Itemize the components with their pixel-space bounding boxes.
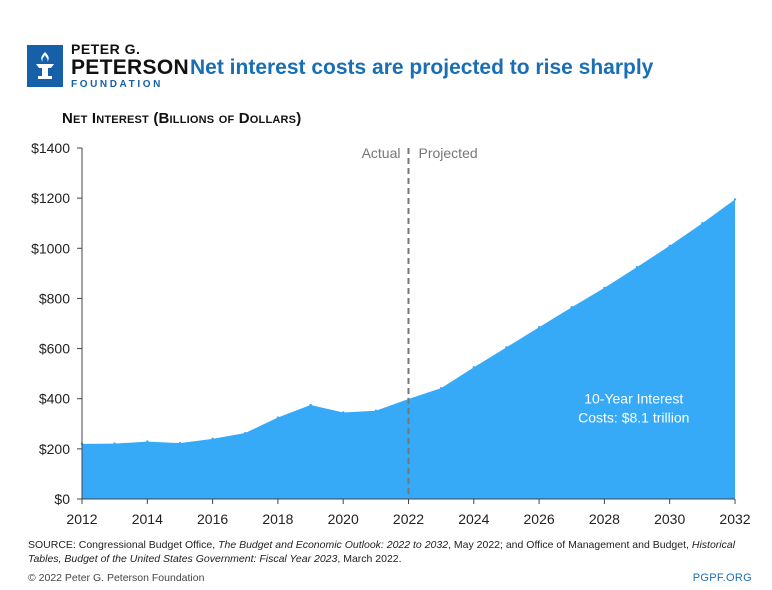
x-tick-label: 2026 xyxy=(524,511,555,527)
projected-label: Projected xyxy=(419,145,478,161)
x-tick-label: 2014 xyxy=(132,511,163,527)
x-tick-label: 2030 xyxy=(654,511,685,527)
y-tick-label: $400 xyxy=(39,391,70,407)
source-suffix: , March 2022. xyxy=(337,553,402,565)
data-point-2018 xyxy=(276,416,280,419)
source-note: SOURCE: Congressional Budget Office, The… xyxy=(28,538,738,566)
x-tick-label: 2016 xyxy=(197,511,228,527)
data-point-2014 xyxy=(146,440,149,443)
source-middle: , May 2022; and Office of Management and… xyxy=(448,539,692,551)
y-tick-label: $1000 xyxy=(31,240,70,256)
data-point-2031 xyxy=(701,222,704,225)
data-point-2016 xyxy=(211,437,214,441)
data-point-2013 xyxy=(113,442,116,445)
y-tick-label: $1400 xyxy=(31,140,70,156)
x-tick-label: 2028 xyxy=(589,511,620,527)
annotation-line-1: 10-Year Interest xyxy=(584,391,683,407)
copyright: © 2022 Peter G. Peterson Foundation xyxy=(28,572,205,584)
y-tick-label: $600 xyxy=(39,341,70,357)
x-tick-label: 2020 xyxy=(328,511,359,527)
data-point-2024 xyxy=(472,366,475,369)
data-point-2029 xyxy=(635,265,639,269)
brand-line-1: PETER G. xyxy=(71,41,141,57)
source-title-2: Historical Tables, Budget of the United … xyxy=(28,539,736,565)
x-tick-label: 2024 xyxy=(458,511,489,527)
data-point-2025 xyxy=(505,346,508,349)
data-point-2032 xyxy=(733,198,737,201)
brand-line-2: PETERSON xyxy=(71,56,189,79)
source-title-1: The Budget and Economic Outlook: 2022 to… xyxy=(218,539,449,551)
source-prefix: SOURCE: Congressional Budget Office, xyxy=(28,539,219,551)
brand-line-3: FOUNDATION xyxy=(71,79,163,90)
data-point-2027 xyxy=(570,306,573,309)
annotation-line-2: Costs: $8.1 trillion xyxy=(578,410,689,426)
site-link[interactable]: PGPF.ORG xyxy=(692,572,752,584)
x-tick-label: 2032 xyxy=(719,511,750,527)
y-tick-label: $800 xyxy=(39,290,70,306)
data-point-2020 xyxy=(342,411,345,414)
data-point-2026 xyxy=(537,326,541,329)
y-tick-label: $0 xyxy=(54,491,70,507)
y-tick-label: $200 xyxy=(39,441,70,457)
chart-title: Net interest costs are projected to rise… xyxy=(190,56,654,79)
y-axis-label: Net Interest (Billions of Dollars) xyxy=(62,110,301,127)
data-point-2019 xyxy=(309,403,312,407)
net-interest-area xyxy=(82,199,735,499)
actual-label: Actual xyxy=(362,145,401,161)
brand-logo: PETER G. PETERSON FOUNDATION xyxy=(27,42,189,90)
data-point-2015 xyxy=(178,441,182,445)
data-point-2021 xyxy=(374,409,378,412)
y-axis-label-text: Net Interest (Billions of Dollars) xyxy=(62,110,302,127)
data-point-2028 xyxy=(603,286,606,290)
data-point-2030 xyxy=(668,244,671,247)
torch-icon xyxy=(27,45,63,87)
x-tick-label: 2012 xyxy=(66,511,97,527)
data-point-2017 xyxy=(244,431,247,435)
y-tick-label: $1200 xyxy=(31,190,70,206)
data-point-2023 xyxy=(439,386,443,390)
x-tick-label: 2018 xyxy=(262,511,293,527)
x-tick-label: 2022 xyxy=(393,511,424,527)
